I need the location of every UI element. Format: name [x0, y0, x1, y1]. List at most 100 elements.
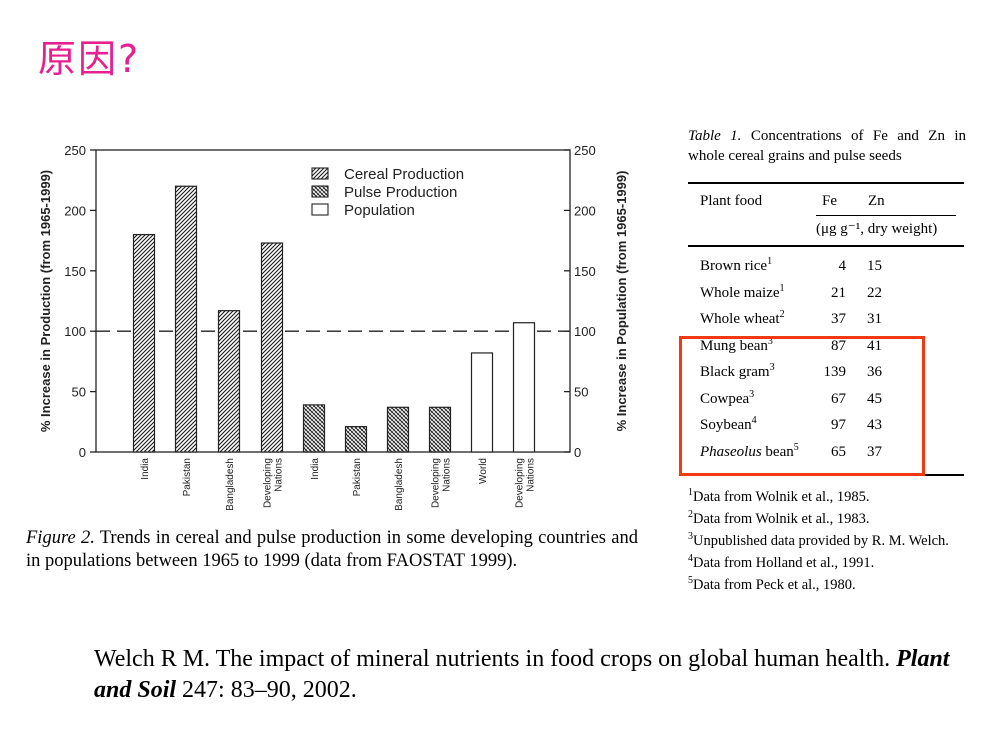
y-tick-label-right: 50 [574, 385, 588, 400]
table-row: Soybean4 97 43 [700, 415, 886, 441]
x-tick-label: Bangladesh [225, 458, 236, 511]
bar-chart-figure: 0 0 50 50 100 100 150 150 200 200 250 250 % Increase… [26, 143, 638, 573]
plant-food-cell: Whole maize1 [700, 282, 785, 301]
fe-cell: 37 [831, 311, 846, 327]
x-tick-label: Developing [515, 458, 526, 508]
bar-population-9 [470, 352, 494, 453]
plant-food-cell: Whole wheat2 [700, 309, 785, 328]
x-tick-label: India [310, 458, 321, 480]
x-tick-label: Pakistan [352, 458, 363, 496]
x-tick-label: Developing [431, 458, 442, 508]
table-header-rule [688, 245, 964, 247]
legend-label-3: Population [344, 202, 415, 219]
plant-food-cell: Brown rice1 [700, 256, 773, 275]
y-tick-label-left: 250 [64, 143, 86, 158]
y-tick-label-right: 250 [574, 143, 596, 158]
x-tick-label: Bangladesh [394, 458, 405, 511]
header-plant-food: Plant food [700, 193, 763, 209]
x-tick-label: Nations [526, 458, 537, 492]
x-tick-label: Nations [442, 458, 453, 492]
plant-food-cell: Black gram3 [700, 362, 775, 381]
chart-axes: 0 0 50 50 100 100 150 150 200 200 250 250 % Increase… [38, 143, 629, 460]
plant-food-cell: Phaseolus bean5 [700, 441, 799, 460]
y-tick-label-right: 150 [574, 264, 596, 279]
table-title: Table 1. Concentrations of Fe and Zn in … [688, 126, 966, 166]
bar-pulse-production-6 [344, 426, 368, 453]
legend-label-1: Cereal Production [344, 166, 464, 183]
zn-cell: 15 [867, 258, 882, 274]
table-row: Whole wheat2 37 31 [700, 309, 886, 335]
bar-cereal-production-1 [132, 233, 156, 453]
zn-cell: 45 [867, 390, 882, 407]
legend-swatch-2 [311, 185, 329, 198]
zn-cell: 22 [867, 284, 882, 301]
footnote: 2Data from Wolnik et al., 1983. [688, 509, 870, 527]
plant-food-cell: Soybean4 [700, 415, 757, 434]
citation-suffix: 247: 83–90, 2002. [176, 677, 357, 703]
zn-cell: 36 [867, 364, 882, 380]
legend-label-2: Pulse Production [344, 184, 457, 201]
citation: Welch R M. The impact of mineral nutrien… [94, 644, 954, 706]
citation-journal: Plant and Soil [94, 646, 950, 703]
legend-swatch-1 [311, 167, 329, 180]
fe-cell: 4 [838, 258, 847, 274]
header-sub-rule [816, 215, 956, 216]
zn-cell: 43 [867, 417, 882, 433]
fe-cell: 67 [831, 390, 846, 407]
footnote: 3Unpublished data provided by R. M. Welc… [688, 531, 949, 549]
y-tick-label-left: 50 [72, 385, 86, 400]
y-tick-label-left: 0 [79, 445, 86, 460]
x-tick-label: Developing [263, 458, 274, 508]
zn-cell: 31 [867, 311, 882, 327]
plot-frame [95, 149, 571, 453]
bar-pulse-production-5 [302, 404, 326, 453]
y-tick-label-left: 150 [64, 264, 86, 279]
table-row: Cowpea3 67 45 [700, 388, 886, 415]
figure-caption-text: Trends in cereal and pulse production in… [26, 528, 638, 571]
bar-pulse-production-7 [386, 406, 410, 453]
table-row: Whole maize1 21 22 [700, 282, 886, 309]
table-title-text: Concentrations of Fe and Zn in whole cer… [688, 128, 967, 164]
header-unit: (μg g⁻¹, dry weight) [816, 221, 938, 237]
fe-cell: 21 [831, 284, 846, 301]
zn-cell: 37 [867, 443, 882, 460]
table-row: Black gram3 139 36 [700, 362, 886, 388]
bar-cereal-production-4 [260, 242, 284, 453]
fe-cell: 87 [831, 337, 846, 354]
bar-chart: 0 0 50 50 100 100 150 150 200 200 250 250 % Increase… [38, 143, 629, 511]
chart-x-labels: India Pakistan Bangladesh Developing Nations… [140, 458, 537, 511]
figure-caption: Figure 2. Trends in cereal and pulse pro… [26, 527, 638, 573]
bar-cereal-production-3 [217, 310, 241, 453]
table-label: Table 1. [688, 128, 742, 144]
chart-bars [132, 185, 536, 453]
x-tick-label: World [478, 458, 489, 484]
legend-swatch-3 [311, 203, 329, 216]
table-top-rule [688, 182, 964, 184]
slide-title: 原因? [38, 37, 141, 81]
footnote: 5Data from Peck et al., 1980. [688, 575, 856, 593]
bar-population-10 [512, 322, 536, 453]
bar-cereal-production-2 [174, 185, 198, 453]
x-tick-label: India [140, 458, 151, 480]
zn-cell: 41 [867, 337, 882, 354]
y-tick-label-right: 200 [574, 203, 596, 218]
footnote: 1Data from Wolnik et al., 1985. [688, 487, 870, 505]
figure-label: Figure 2. [26, 528, 95, 548]
table-row: Phaseolus bean5 65 37 [700, 441, 886, 468]
header-fe: Fe [822, 193, 837, 209]
x-tick-label: Pakistan [182, 458, 193, 496]
pulse-highlight-box [679, 336, 925, 476]
table-row: Brown rice1 4 15 [700, 256, 886, 282]
fe-cell: 65 [831, 443, 846, 460]
y-axis-label-left: % Increase in Production (from 1965-1999… [38, 170, 53, 432]
citation-prefix: Welch R M. The impact of mineral nutrien… [94, 646, 897, 672]
fe-cell: 97 [831, 417, 846, 433]
y-tick-label-right: 100 [574, 324, 596, 339]
y-axis-label-right: % Increase in Population (from 1965-1999… [614, 171, 629, 432]
x-tick-label: Nations [274, 458, 285, 492]
plant-food-cell: Mung bean3 [700, 335, 773, 354]
fe-cell: 139 [823, 364, 847, 380]
y-tick-label-left: 200 [64, 203, 86, 218]
plant-food-cell: Cowpea3 [700, 388, 755, 407]
